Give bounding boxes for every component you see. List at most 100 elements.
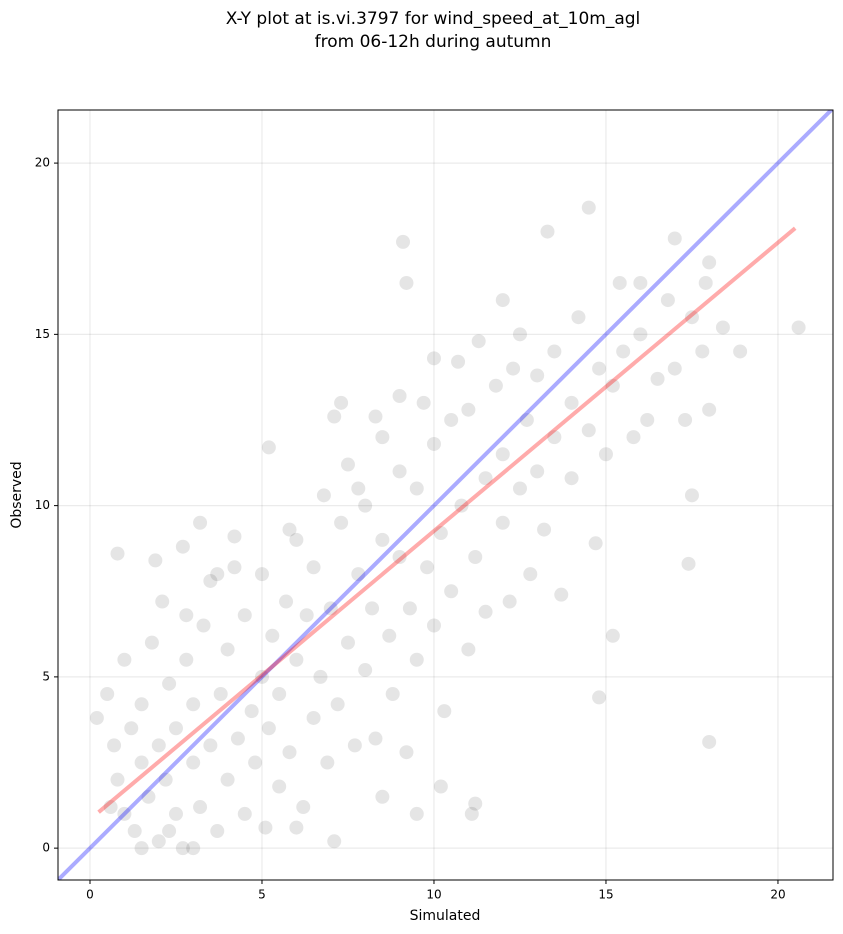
- scatter-point: [540, 224, 555, 239]
- scatter-point: [227, 529, 242, 544]
- scatter-point: [110, 772, 125, 787]
- scatter-point: [162, 824, 177, 839]
- scatter-point: [667, 231, 682, 246]
- scatter-point: [409, 481, 424, 496]
- scatter-point: [151, 834, 166, 849]
- scatter-point: [396, 234, 411, 249]
- scatter-point: [306, 560, 321, 575]
- scatter-point: [547, 344, 562, 359]
- scatter-point: [495, 293, 510, 308]
- plot-frame: [57, 109, 834, 881]
- scatter-point: [254, 567, 269, 582]
- scatter-point: [316, 488, 331, 503]
- scatter-point: [444, 584, 459, 599]
- scatter-point: [258, 820, 273, 835]
- scatter-point: [650, 371, 665, 386]
- scatter-point: [581, 200, 596, 215]
- fit-line: [97, 226, 797, 814]
- scatter-point: [358, 663, 373, 678]
- scatter-point: [399, 275, 414, 290]
- scatter-point: [382, 628, 397, 643]
- scatter-point: [244, 704, 259, 719]
- scatter-point: [495, 515, 510, 530]
- scatter-point: [134, 755, 149, 770]
- scatter-point: [103, 800, 118, 815]
- scatter-point: [134, 697, 149, 712]
- scatter-point: [715, 320, 730, 335]
- scatter-point: [605, 628, 620, 643]
- scatter-point: [358, 498, 373, 513]
- scatter-point: [141, 789, 156, 804]
- scatter-point: [409, 652, 424, 667]
- scatter-point: [248, 755, 263, 770]
- scatter-point: [420, 560, 435, 575]
- scatter-point: [702, 402, 717, 417]
- scatter-point: [512, 481, 527, 496]
- scatter-point: [330, 697, 345, 712]
- scatter-point: [616, 344, 631, 359]
- scatter-point: [530, 368, 545, 383]
- scatter-point: [426, 618, 441, 633]
- y-tick-label: 20: [35, 156, 50, 170]
- scatter-point: [523, 567, 538, 582]
- scatter-point: [168, 721, 183, 736]
- scatter-point: [227, 560, 242, 575]
- scatter-point: [660, 293, 675, 308]
- scatter-point: [296, 800, 311, 815]
- scatter-point: [633, 275, 648, 290]
- grid: [58, 110, 833, 880]
- scatter-point: [193, 515, 208, 530]
- scatter-point: [681, 556, 696, 571]
- x-tick-label: 5: [258, 888, 266, 902]
- x-axis-label: Simulated: [410, 908, 481, 924]
- scatter-point: [220, 772, 235, 787]
- scatter-point: [416, 395, 431, 410]
- scatter-point: [612, 275, 627, 290]
- scatter-point: [213, 687, 228, 702]
- chart-title: X-Y plot at is.vi.3797 for wind_speed_at…: [226, 9, 641, 29]
- scatter-point: [451, 354, 466, 369]
- scatter-point: [512, 327, 527, 342]
- scatter-point: [478, 604, 493, 619]
- scatter-point: [179, 652, 194, 667]
- scatter-point: [385, 687, 400, 702]
- scatter-point: [327, 409, 342, 424]
- scatter-point: [334, 515, 349, 530]
- scatter-point: [588, 536, 603, 551]
- scatter-point: [695, 344, 710, 359]
- scatter-point: [375, 532, 390, 547]
- scatter-point: [733, 344, 748, 359]
- scatter-point: [210, 824, 225, 839]
- scatter-point: [464, 806, 479, 821]
- y-tick-label: 10: [35, 498, 50, 512]
- scatter-point: [468, 796, 483, 811]
- scatter-point: [564, 395, 579, 410]
- scatter-point: [426, 436, 441, 451]
- scatter-point: [261, 440, 276, 455]
- scatter-point: [175, 539, 190, 554]
- scatter-point: [437, 704, 452, 719]
- scatter-point: [678, 412, 693, 427]
- scatter-point: [203, 573, 218, 588]
- scatter-point: [203, 738, 218, 753]
- scatter-point: [265, 628, 280, 643]
- scatter-point: [626, 430, 641, 445]
- scatter-point: [127, 824, 142, 839]
- scatter-point: [461, 402, 476, 417]
- scatter-point: [392, 464, 407, 479]
- scatter-point: [179, 608, 194, 623]
- scatter-point: [564, 471, 579, 486]
- scatter-point: [151, 738, 166, 753]
- scatter-point: [684, 488, 699, 503]
- scatter-point: [107, 738, 122, 753]
- scatter-point: [368, 409, 383, 424]
- scatter-point: [633, 327, 648, 342]
- scatter-point: [193, 800, 208, 815]
- scatter-point: [399, 745, 414, 760]
- x-tick-label: 15: [598, 888, 613, 902]
- scatter-point: [698, 275, 713, 290]
- scatter-point: [571, 310, 586, 325]
- scatter-point: [365, 601, 380, 616]
- scatter-point: [392, 389, 407, 404]
- scatter-point: [289, 652, 304, 667]
